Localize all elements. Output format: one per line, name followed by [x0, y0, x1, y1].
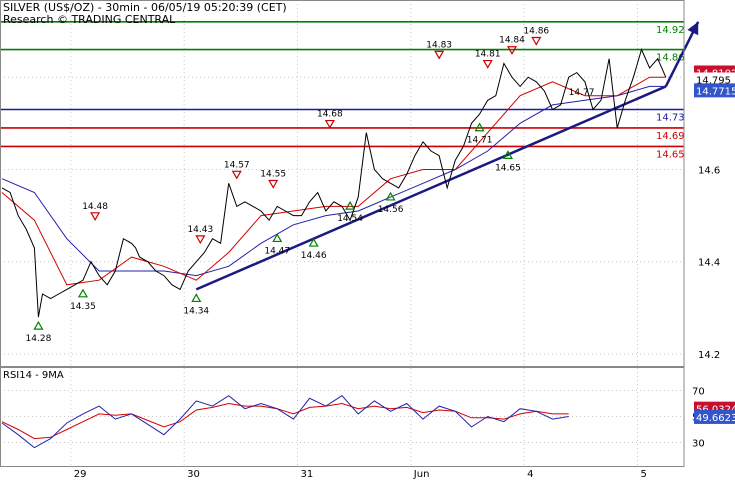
peak-label: 14.84 — [499, 36, 525, 46]
series-rsi — [1, 395, 569, 449]
trough-label: 14.34 — [183, 306, 209, 316]
trough-marker-icon — [308, 237, 319, 247]
trough-label: 14.65 — [495, 163, 521, 173]
projection-arrow-shaft — [664, 21, 700, 87]
price-y-tick-label: 14.4 — [698, 258, 720, 269]
trough-label: 14.71 — [467, 136, 493, 146]
x-tick-label: 29 — [74, 469, 87, 480]
trough-marker-icon — [345, 200, 356, 210]
x-tick-label: 31 — [300, 469, 313, 480]
series-ma-fast — [1, 76, 666, 286]
rsi-y-tick-label: 30 — [692, 439, 705, 450]
trendline — [195, 85, 667, 291]
peak-marker-icon — [268, 179, 279, 189]
peak-label: 14.68 — [317, 110, 343, 120]
series-group — [1, 48, 667, 449]
trough-marker-icon — [474, 122, 485, 132]
projection-arrow-head — [687, 21, 699, 36]
peak-marker-icon — [531, 36, 542, 46]
grid — [0, 0, 684, 466]
trough-label: 14.47 — [264, 246, 290, 256]
peak-label: 14.55 — [260, 170, 286, 180]
trough-marker-icon — [77, 288, 88, 298]
trough-marker-icon — [191, 293, 202, 303]
trough-marker-icon — [502, 150, 513, 159]
trough-marker-icon — [33, 320, 44, 330]
x-tick-label: 4 — [527, 469, 533, 480]
level-lines: 14.92 14.86 14.73 14.69 14.65 — [0, 21, 700, 291]
series-rsi-ma — [1, 402, 569, 440]
level-label: 14.92 — [656, 25, 685, 36]
price-panel-frame — [0, 0, 685, 367]
price-y-tick-label: 14.6 — [698, 165, 720, 176]
value-badge-label: 14.7715 — [696, 86, 735, 97]
peak-label: 14.43 — [187, 225, 213, 235]
level-label: 14.65 — [656, 149, 685, 160]
value-badge — [694, 72, 735, 87]
peak-marker-icon — [482, 59, 493, 69]
trough-label: 14.35 — [70, 302, 96, 312]
value-badge — [694, 83, 735, 98]
level-label: 14.69 — [656, 131, 685, 142]
trough-marker-icon — [385, 191, 396, 201]
value-badge — [694, 409, 735, 424]
chart-title: SILVER (US$/OZ) - 30min - 06/05/19 05:20… — [3, 1, 287, 14]
x-tick-label: Jun — [413, 469, 430, 480]
value-badge-label: 49.6623 — [696, 413, 735, 424]
chart-source: Research © TRADING CENTRAL — [3, 13, 176, 26]
trough-label: 14.56 — [378, 205, 404, 215]
rsi-y-tick-label: 70 — [692, 387, 705, 398]
peak-label: 14.83 — [426, 40, 452, 50]
trough-label: 14.28 — [26, 334, 52, 344]
trough-marker-icon — [272, 233, 283, 243]
peak-marker-icon — [324, 119, 335, 129]
peak-marker-icon — [90, 212, 101, 222]
peak-marker-icon — [231, 170, 242, 180]
peak-label: 14.81 — [475, 50, 501, 60]
peak-marker-icon — [434, 50, 445, 60]
price-y-tick-label: 14.2 — [698, 350, 720, 361]
value-badge-label: 14.795 — [696, 76, 731, 87]
trough-label: 14.46 — [301, 251, 327, 261]
annotation-label: 14.77 — [569, 88, 595, 98]
series-price — [1, 48, 667, 318]
rsi-panel-title: RSI14 - 9MA — [3, 370, 64, 381]
peak-label: 14.48 — [82, 202, 108, 212]
x-tick-label: 5 — [640, 469, 646, 480]
level-label: 14.86 — [656, 53, 685, 64]
rsi-panel-frame — [0, 367, 685, 467]
peak-label: 14.86 — [523, 27, 549, 37]
peak-marker-icon — [506, 46, 518, 55]
extreme-markers: 14.28 14.35 14.48 14.34 14.43 14.57 14.55 14.47… — [26, 27, 595, 345]
peak-marker-icon — [195, 235, 206, 245]
level-label: 14.73 — [656, 112, 685, 123]
peak-label: 14.57 — [224, 160, 250, 170]
trough-label: 14.54 — [337, 214, 363, 224]
x-tick-label: 30 — [187, 469, 200, 480]
